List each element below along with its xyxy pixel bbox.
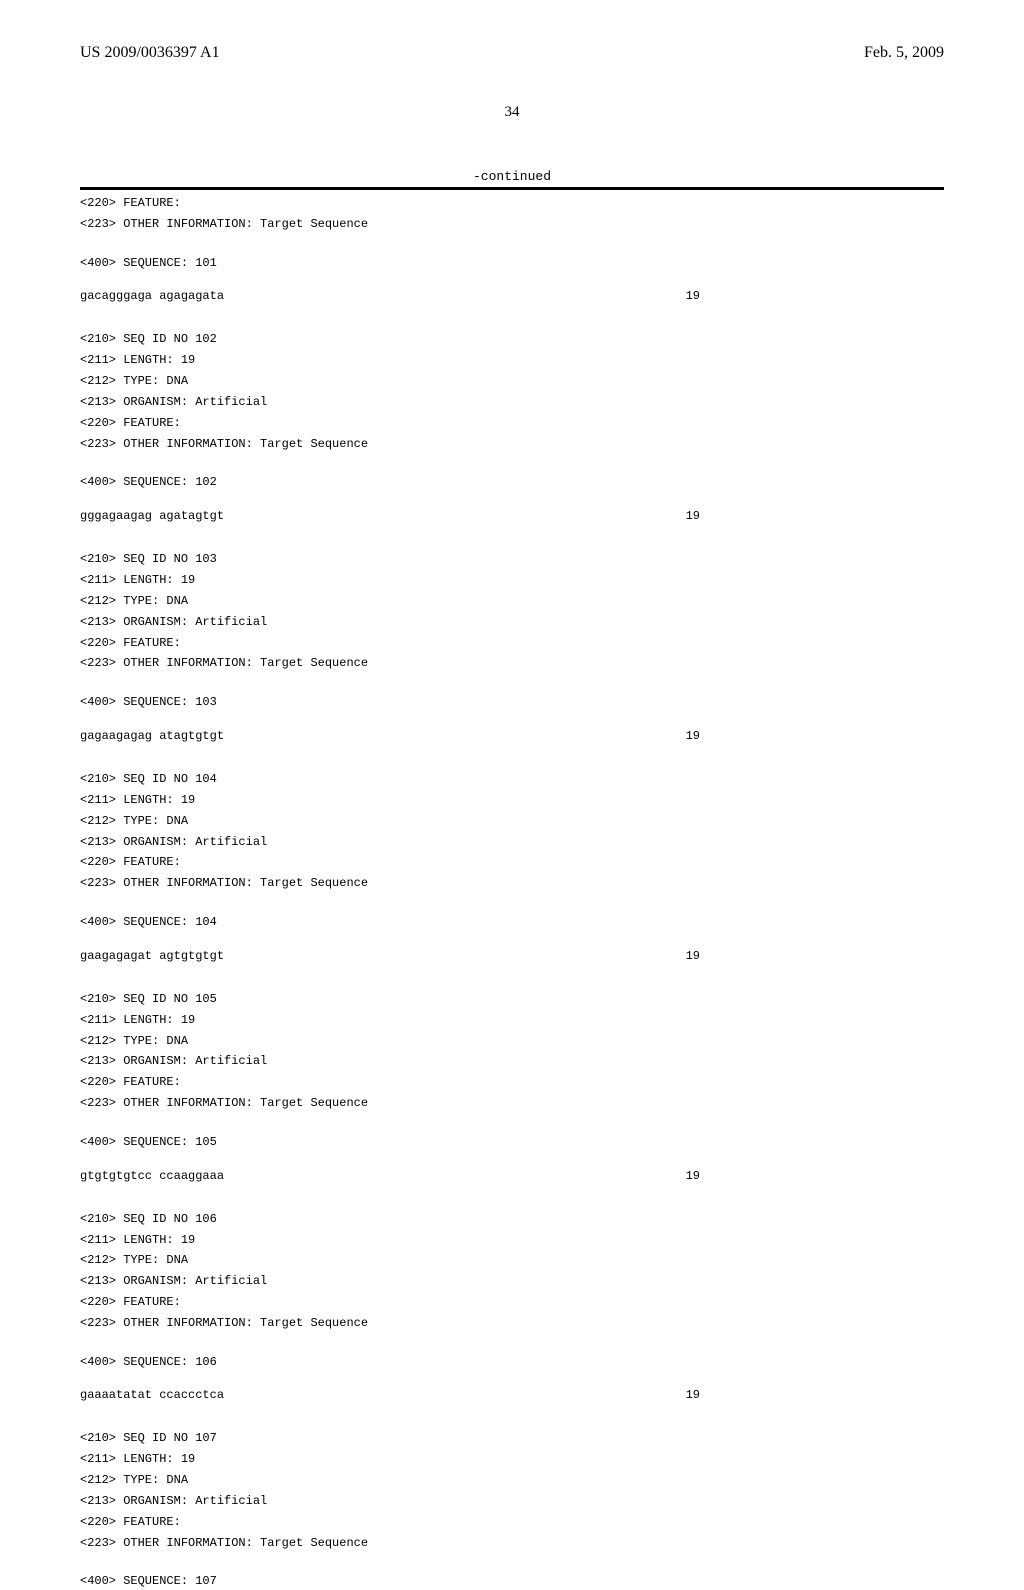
seq-text: <213> ORGANISM: Artificial — [80, 1274, 944, 1290]
gap — [80, 491, 944, 509]
seq-text: <213> ORGANISM: Artificial — [80, 1494, 944, 1510]
seq-text: <213> ORGANISM: Artificial — [80, 1054, 944, 1070]
hr-top — [80, 187, 944, 190]
seq-text: <223> OTHER INFORMATION: Target Sequence — [80, 217, 944, 233]
seq-text: <220> FEATURE: — [80, 416, 944, 432]
sequence-line: gagaagagag atagtgtgt 19 — [80, 729, 700, 743]
sequence-count: 19 — [686, 949, 700, 963]
publication-number: US 2009/0036397 A1 — [80, 44, 220, 62]
sequence-count: 19 — [686, 729, 700, 743]
seq-text: <400> SEQUENCE: 104 — [80, 915, 944, 931]
gap — [80, 711, 944, 729]
seq-text: <220> FEATURE: — [80, 1295, 944, 1311]
seq-text: <211> LENGTH: 19 — [80, 573, 944, 589]
seq-text: <213> ORGANISM: Artificial — [80, 395, 944, 411]
seq-text: <211> LENGTH: 19 — [80, 353, 944, 369]
gap — [80, 892, 944, 910]
seq-text: <220> FEATURE: — [80, 636, 944, 652]
sequence-text: gggagaagag agatagtgt — [80, 509, 224, 523]
seq-text: <400> SEQUENCE: 101 — [80, 256, 944, 272]
seq-text: <400> SEQUENCE: 102 — [80, 475, 944, 491]
sequence-line: gaaaatatat ccaccctca 19 — [80, 1388, 700, 1402]
sequence-text: gtgtgtgtcc ccaaggaaa — [80, 1169, 224, 1183]
seq-text: <400> SEQUENCE: 105 — [80, 1135, 944, 1151]
seq-text: <400> SEQUENCE: 106 — [80, 1355, 944, 1371]
gap — [80, 523, 944, 547]
seq-text: <211> LENGTH: 19 — [80, 1233, 944, 1249]
seq-text: <212> TYPE: DNA — [80, 814, 944, 830]
seq-text: <223> OTHER INFORMATION: Target Sequence — [80, 1536, 944, 1552]
gap — [80, 931, 944, 949]
gap — [80, 1332, 944, 1350]
gap — [80, 1551, 944, 1569]
seq-text: <220> FEATURE: — [80, 1515, 944, 1531]
gap — [80, 743, 944, 767]
seq-text: <210> SEQ ID NO 103 — [80, 552, 944, 568]
seq-text: <223> OTHER INFORMATION: Target Sequence — [80, 1096, 944, 1112]
seq-text: <210> SEQ ID NO 104 — [80, 772, 944, 788]
seq-text: <212> TYPE: DNA — [80, 1473, 944, 1489]
page-container: US 2009/0036397 A1 Feb. 5, 2009 34 -cont… — [0, 0, 1024, 1320]
seq-text: <213> ORGANISM: Artificial — [80, 835, 944, 851]
seq-text: <220> FEATURE: — [80, 855, 944, 871]
seq-text: <400> SEQUENCE: 107 — [80, 1574, 944, 1590]
gap — [80, 303, 944, 327]
continued-label: -continued — [80, 169, 944, 184]
sequence-line: gggagaagag agatagtgt 19 — [80, 509, 700, 523]
sequence-line: gacagggaga agagagata 19 — [80, 289, 700, 303]
seq-text: <210> SEQ ID NO 107 — [80, 1431, 944, 1447]
sequence-listing: <220> FEATURE: <223> OTHER INFORMATION: T… — [80, 196, 944, 1590]
seq-text: <223> OTHER INFORMATION: Target Sequence — [80, 1316, 944, 1332]
seq-text: <212> TYPE: DNA — [80, 374, 944, 390]
seq-text: <212> TYPE: DNA — [80, 1253, 944, 1269]
seq-text: <223> OTHER INFORMATION: Target Sequence — [80, 437, 944, 453]
sequence-text: gaagagagat agtgtgtgt — [80, 949, 224, 963]
seq-text: <210> SEQ ID NO 106 — [80, 1212, 944, 1228]
sequence-line: gaagagagat agtgtgtgt 19 — [80, 949, 700, 963]
seq-text: <213> ORGANISM: Artificial — [80, 615, 944, 631]
publication-date: Feb. 5, 2009 — [864, 44, 944, 62]
gap — [80, 233, 944, 251]
gap — [80, 452, 944, 470]
page-number: 34 — [80, 104, 944, 121]
seq-text: <220> FEATURE: — [80, 1075, 944, 1091]
gap — [80, 1402, 944, 1426]
seq-text: <220> FEATURE: — [80, 196, 944, 212]
seq-text: <210> SEQ ID NO 105 — [80, 992, 944, 1008]
gap — [80, 1183, 944, 1207]
seq-text: <210> SEQ ID NO 102 — [80, 332, 944, 348]
seq-text: <212> TYPE: DNA — [80, 594, 944, 610]
sequence-text: gagaagagag atagtgtgt — [80, 729, 224, 743]
seq-text: <212> TYPE: DNA — [80, 1034, 944, 1050]
seq-text: <400> SEQUENCE: 103 — [80, 695, 944, 711]
gap — [80, 271, 944, 289]
gap — [80, 1112, 944, 1130]
sequence-text: gacagggaga agagagata — [80, 289, 224, 303]
sequence-count: 19 — [686, 1388, 700, 1402]
page-header: US 2009/0036397 A1 Feb. 5, 2009 — [80, 44, 944, 62]
sequence-count: 19 — [686, 1169, 700, 1183]
seq-text: <211> LENGTH: 19 — [80, 793, 944, 809]
seq-text: <223> OTHER INFORMATION: Target Sequence — [80, 656, 944, 672]
gap — [80, 672, 944, 690]
sequence-line: gtgtgtgtcc ccaaggaaa 19 — [80, 1169, 700, 1183]
sequence-count: 19 — [686, 289, 700, 303]
sequence-text: gaaaatatat ccaccctca — [80, 1388, 224, 1402]
gap — [80, 1151, 944, 1169]
seq-text: <211> LENGTH: 19 — [80, 1452, 944, 1468]
seq-text: <223> OTHER INFORMATION: Target Sequence — [80, 876, 944, 892]
seq-text: <211> LENGTH: 19 — [80, 1013, 944, 1029]
gap — [80, 1370, 944, 1388]
gap — [80, 963, 944, 987]
sequence-count: 19 — [686, 509, 700, 523]
